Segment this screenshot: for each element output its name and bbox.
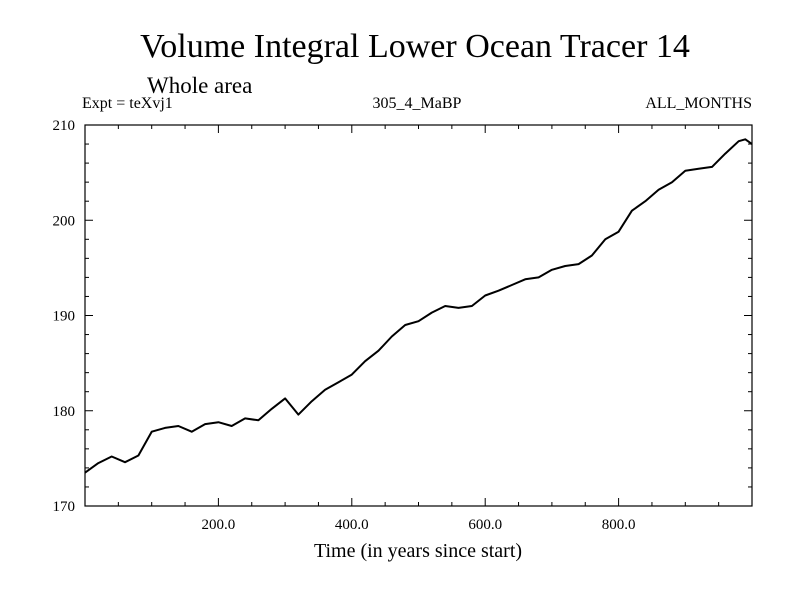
x-axis: 200.0 400.0 600.0 800.0 — [117, 125, 720, 533]
y-axis: 170 180 190 200 210 — [53, 118, 752, 515]
y-tick-label: 210 — [53, 118, 76, 134]
x-tick-label: 400.0 — [335, 517, 369, 533]
chart-title: Volume Integral Lower Ocean Tracer 14 — [140, 28, 690, 65]
run-id-label: 305_4_MaBP — [373, 95, 462, 112]
y-tick-label: 180 — [53, 404, 76, 420]
x-tick-label: 600.0 — [468, 517, 502, 533]
x-tick-label: 200.0 — [202, 517, 236, 533]
experiment-label: Expt = teXvj1 — [82, 95, 173, 112]
period-label: ALL_MONTHS — [645, 95, 752, 112]
series-line — [84, 138, 753, 474]
plot-frame — [84, 124, 753, 507]
y-tick-label: 170 — [53, 499, 76, 515]
x-axis-label: Time (in years since start) — [314, 540, 522, 562]
y-tick-label: 190 — [53, 309, 76, 325]
y-tick-label: 200 — [53, 213, 76, 229]
x-tick-label: 800.0 — [602, 517, 636, 533]
series-layer — [84, 138, 753, 474]
chart-subtitle: Whole area — [147, 73, 252, 98]
